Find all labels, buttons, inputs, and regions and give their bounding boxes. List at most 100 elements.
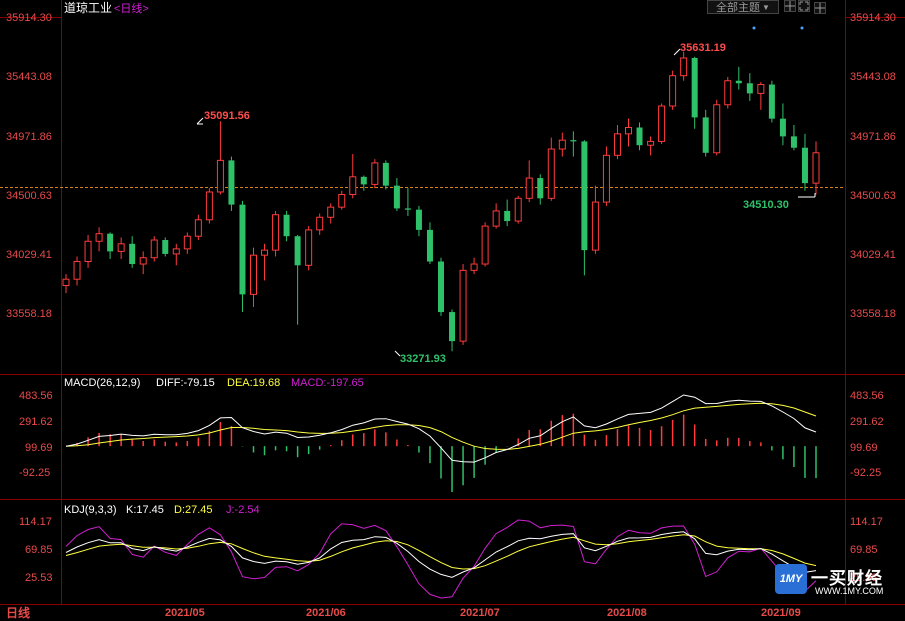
candle-body [393, 185, 400, 209]
candle-body [459, 269, 467, 342]
expand-icon[interactable] [798, 0, 810, 12]
high-left-label: 35091.56 [204, 110, 250, 122]
macd-tick: 99.69 [25, 442, 53, 454]
kdj-k-label: K:17.45 [126, 504, 164, 516]
high-right-label: 35631.19 [680, 42, 726, 54]
candle-body [591, 201, 599, 251]
period-indicator[interactable]: 日线 [6, 605, 30, 620]
macd-axis-right: 483.56 291.62 99.69 -92.25 [850, 390, 884, 479]
low-label: 33271.93 [400, 353, 446, 365]
crosshair-icon[interactable] [784, 0, 796, 12]
macd-legend: MACD(26,12,9) DIFF:-79.15 DEA:19.68 MACD… [64, 377, 364, 389]
kdj-label: KDJ(9,3,3) [64, 504, 117, 516]
last-low-label: 34510.30 [743, 199, 789, 211]
candle-body [514, 197, 522, 222]
kdj-tick: 25.53 [850, 572, 878, 584]
kdj-tick: 114.17 [850, 516, 883, 528]
time-label: 2021/08 [607, 607, 647, 619]
time-axis: 2021/05 2021/06 2021/07 2021/08 2021/09 [165, 607, 801, 619]
candle-body [470, 263, 478, 271]
candle-body [481, 225, 489, 265]
candle-body [316, 216, 324, 231]
candle-body [415, 209, 422, 230]
candle-body [669, 75, 677, 107]
candle-body [62, 278, 70, 287]
event-dot [752, 26, 756, 30]
candle-body [172, 248, 180, 255]
price-tick: 34029.41 [6, 249, 52, 261]
candle-body [812, 152, 820, 184]
candle-body [558, 139, 566, 150]
kdj-legend: KDJ(9,3,3) K:17.45 D:27.45 J:-2.54 [64, 504, 260, 516]
kdj-tick: 114.17 [19, 516, 52, 528]
candle-body [107, 233, 114, 252]
candle-body [713, 104, 721, 154]
diff-line [65, 394, 817, 463]
candle-body [283, 214, 290, 237]
candle-body [691, 57, 698, 118]
logo-url: WWW.1MY.COM [815, 586, 884, 596]
period-label[interactable]: <日线> [114, 1, 149, 15]
time-label: 2021/09 [761, 607, 801, 619]
macd-tick: -92.25 [19, 467, 50, 479]
event-dot [800, 26, 804, 30]
candle-body [228, 160, 235, 205]
theme-button-label: 全部主题 [716, 2, 761, 14]
candle-body [272, 214, 280, 251]
split-view-icon[interactable] [814, 2, 826, 14]
price-tick: 35914.30 [850, 12, 896, 24]
candle-body [382, 162, 389, 186]
candle-body [129, 243, 136, 265]
candle-body [84, 240, 92, 262]
macd-tick: 291.62 [850, 416, 884, 428]
price-tick: 35443.08 [6, 71, 52, 83]
candle-body [570, 140, 577, 142]
kdj-j-line [65, 519, 817, 599]
candle-body [305, 229, 313, 266]
candle-body [438, 261, 444, 313]
candle-body [449, 312, 456, 342]
macd-axis-left: 483.56 291.62 99.69 -92.25 [19, 390, 53, 479]
candle-body [117, 243, 125, 252]
candle-body [349, 176, 357, 196]
price-tick: 34500.63 [850, 190, 896, 202]
candle-body [547, 148, 555, 199]
candle-body [162, 240, 169, 254]
price-axis-right: 35914.30 35443.08 34971.86 34500.63 3402… [850, 12, 896, 320]
candle-body [261, 249, 269, 256]
candle-body [504, 210, 511, 222]
candle-body [613, 133, 621, 156]
candle-body [581, 141, 588, 251]
macd-dea-label: DEA:19.68 [227, 377, 280, 389]
candle-body [73, 260, 81, 280]
candle-body [294, 236, 301, 266]
candle-body [658, 105, 666, 142]
high-left-marker: 35091.56 [196, 110, 250, 125]
kdj-j-label: J:-2.54 [226, 504, 260, 516]
kdj-tick: 25.53 [25, 572, 53, 584]
kdj-tick: 69.85 [850, 544, 878, 556]
macd-tick: -92.25 [850, 467, 881, 479]
price-axis-left: 35914.30 35443.08 34971.86 34500.63 3402… [6, 12, 52, 320]
candle-body [194, 219, 202, 237]
kdj-k-line [65, 531, 817, 578]
candle-body [150, 239, 158, 259]
candle-body [636, 127, 643, 146]
chevron-down-icon: ▼ [762, 2, 770, 12]
candle-body [768, 84, 775, 119]
price-tick: 33558.18 [6, 308, 52, 320]
theme-selector-button[interactable]: 全部主题 ▼ [707, 0, 779, 14]
price-tick: 34971.86 [850, 131, 896, 143]
candlestick-series [62, 51, 820, 352]
price-tick: 33558.18 [850, 308, 896, 320]
price-tick: 34029.41 [850, 249, 896, 261]
time-label: 2021/06 [306, 607, 346, 619]
macd-value-label: MACD:-197.65 [291, 377, 364, 389]
candle-body [183, 235, 191, 250]
candle-body [757, 84, 765, 94]
brand-logo: 1MY 一买财经 WWW.1MY.COM [775, 562, 890, 600]
candle-body [492, 210, 500, 227]
candle-body [735, 80, 742, 84]
kdj-axis-right: 114.17 69.85 25.53 [850, 516, 883, 584]
